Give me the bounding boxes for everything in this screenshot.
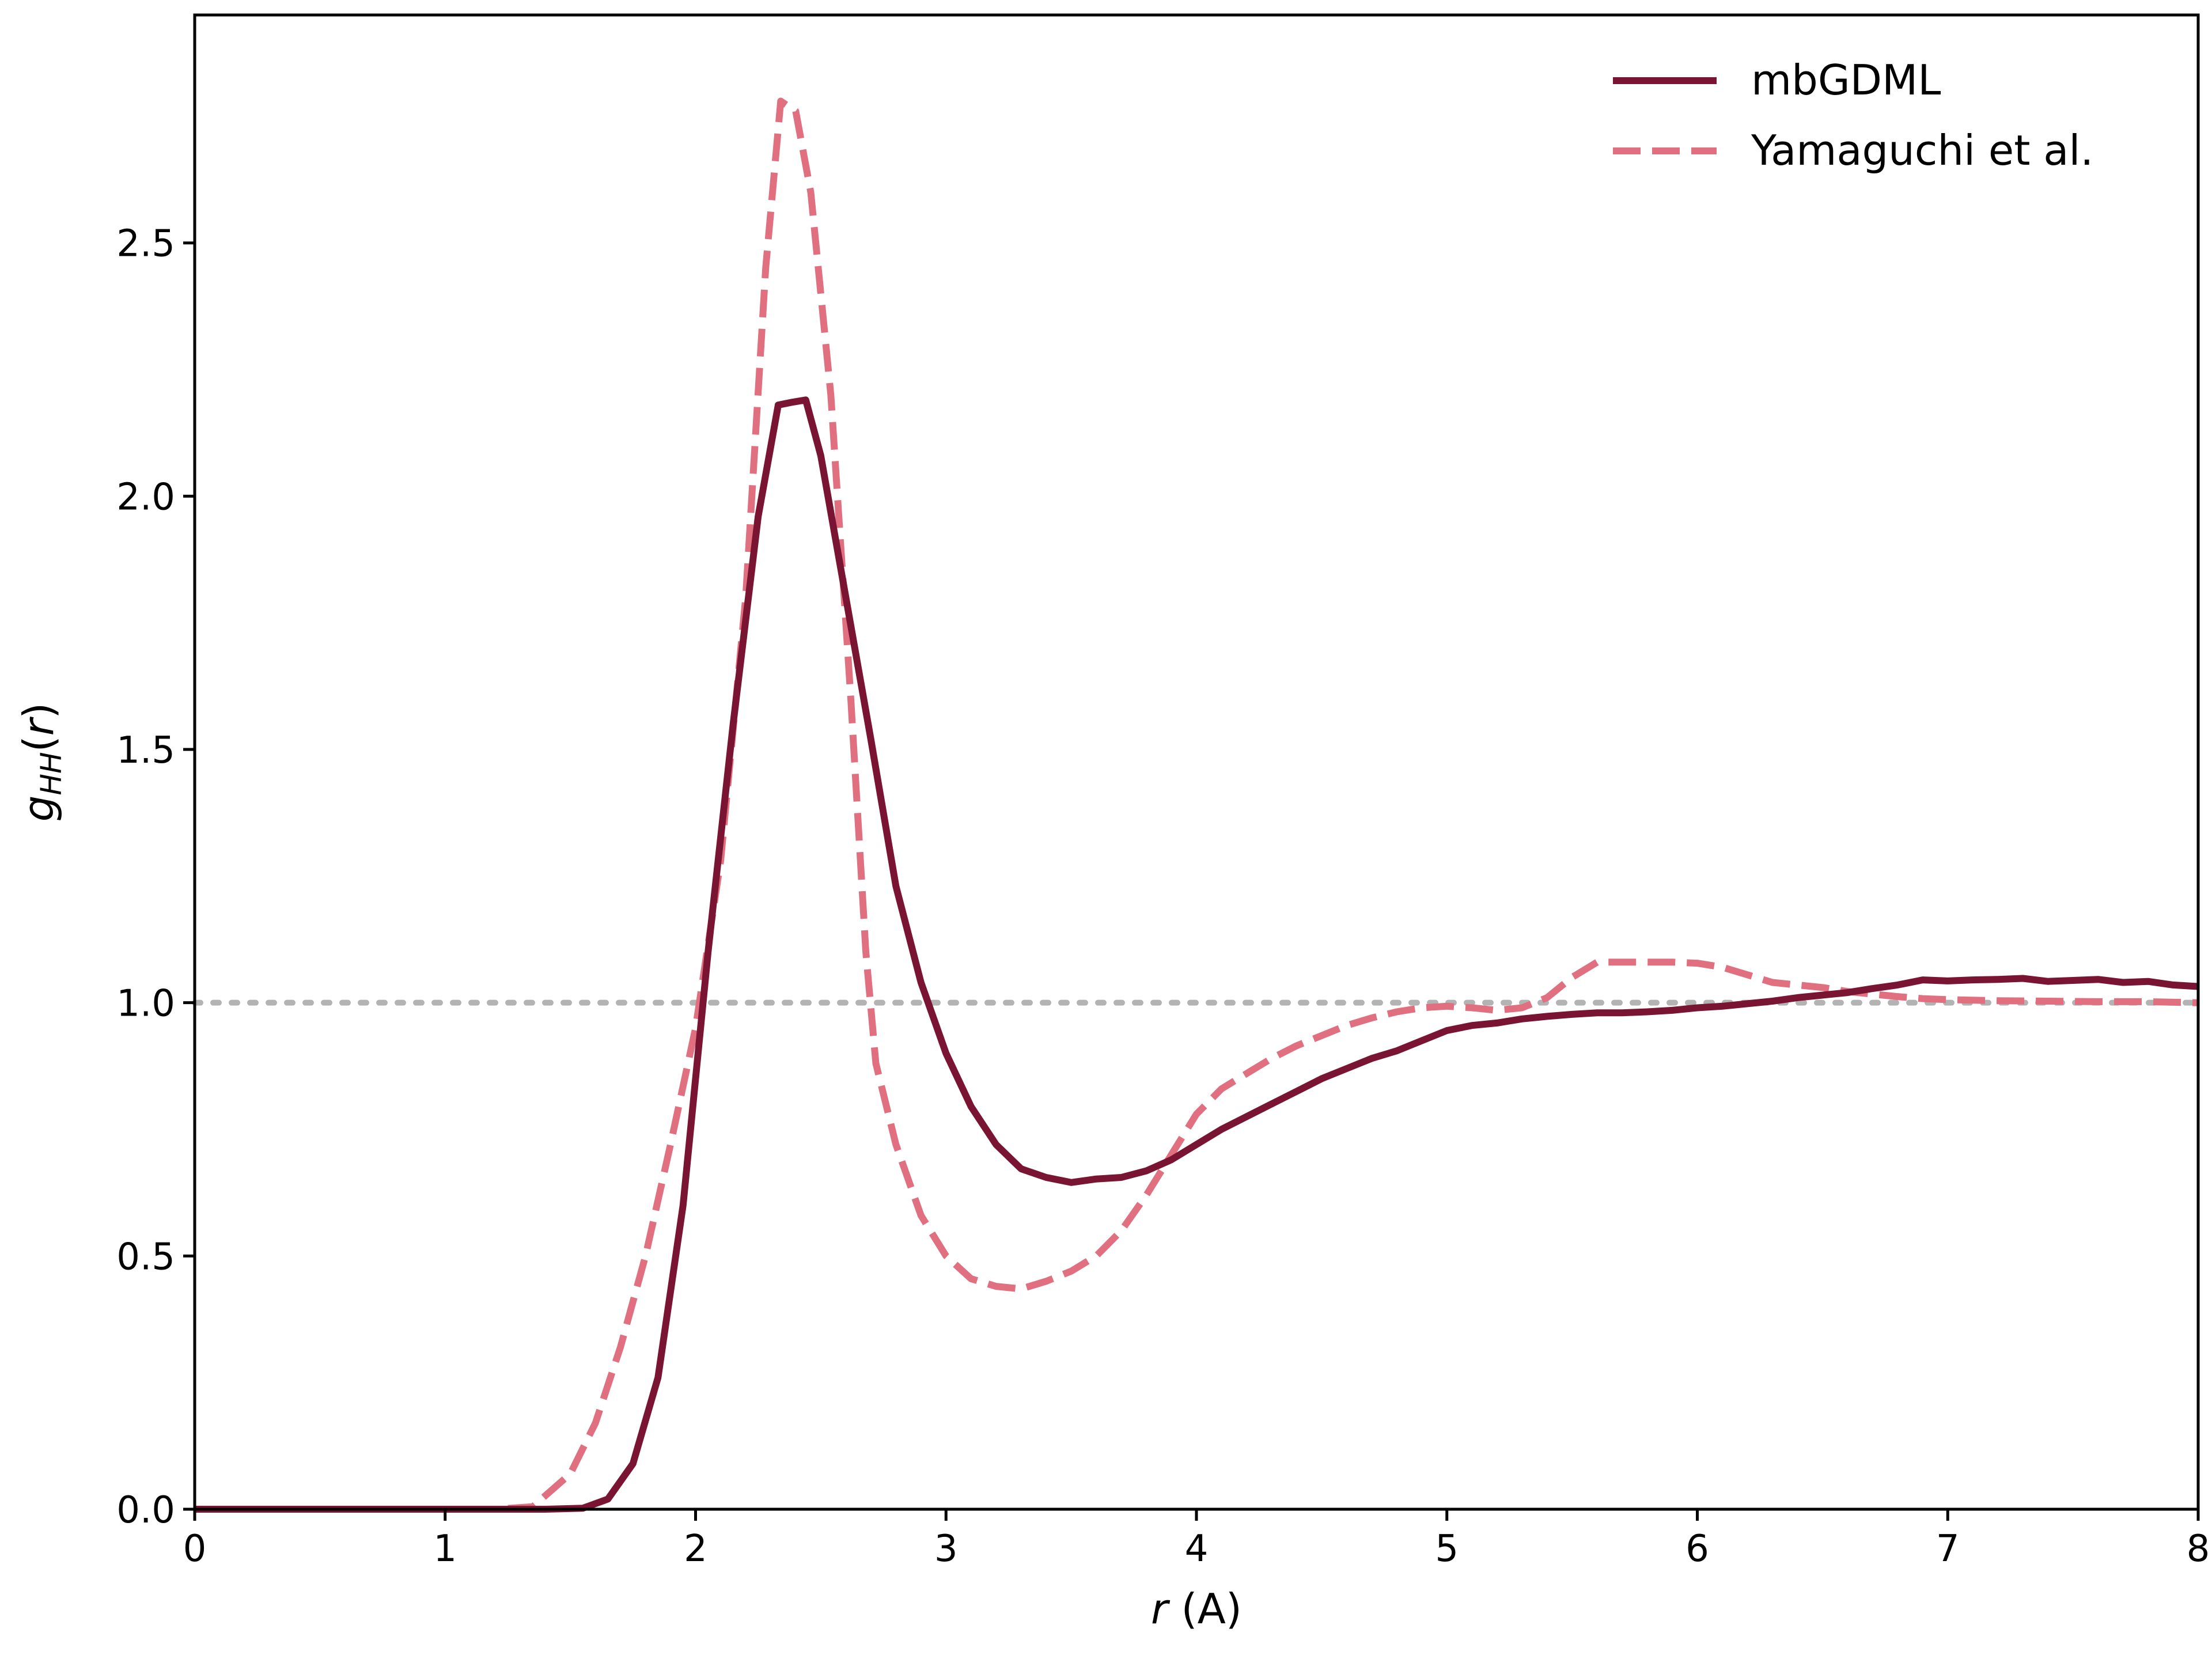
y-axis-label-open-paren: (: [14, 736, 63, 752]
x-tick-label: 5: [1435, 1528, 1459, 1570]
x-ticks: 0 1 2 3 4 5 6 7 8: [183, 1509, 2210, 1570]
x-axis-label-variable: r: [1151, 1585, 1171, 1633]
y-tick-label: 0.0: [116, 1489, 175, 1532]
series-line-yamaguchi: [195, 97, 2199, 1513]
x-tick-label: 3: [934, 1528, 958, 1570]
y-axis-label: gHH(r): [14, 703, 68, 822]
x-tick-label: 1: [433, 1528, 457, 1570]
y-axis-label-symbol: g: [14, 796, 63, 822]
y-tick-label: 1.5: [116, 729, 175, 772]
y-tick-label: 2.0: [116, 476, 175, 518]
x-axis-label: r (A): [1151, 1585, 1242, 1633]
x-tick-label: 4: [1185, 1528, 1209, 1570]
y-tick-label: 0.5: [116, 1236, 175, 1278]
x-tick-label: 8: [2187, 1528, 2210, 1570]
x-tick-label: 0: [183, 1528, 207, 1570]
series-line-mbgdml: [195, 396, 2199, 1513]
legend-label-mbgdml: mbGDML: [1751, 56, 1941, 104]
legend-label-yamaguchi: Yamaguchi et al.: [1751, 126, 2093, 175]
y-axis-label-variable: r: [14, 716, 63, 736]
x-tick-label: 2: [684, 1528, 707, 1570]
y-tick-label: 2.5: [116, 223, 175, 266]
y-ticks: 0.0 0.5 1.0 1.5 2.0 2.5: [116, 223, 195, 1532]
y-axis-label-close-paren: ): [14, 703, 63, 719]
y-axis-label-subscript: HH: [35, 752, 68, 795]
y-tick-label: 1.0: [116, 983, 175, 1025]
series-layer: [195, 97, 2199, 1513]
legend: mbGDML Yamaguchi et al.: [1613, 56, 2093, 175]
x-tick-label: 7: [1936, 1528, 1960, 1570]
x-axis-label-unit: (A): [1168, 1585, 1242, 1633]
x-tick-label: 6: [1685, 1528, 1709, 1570]
